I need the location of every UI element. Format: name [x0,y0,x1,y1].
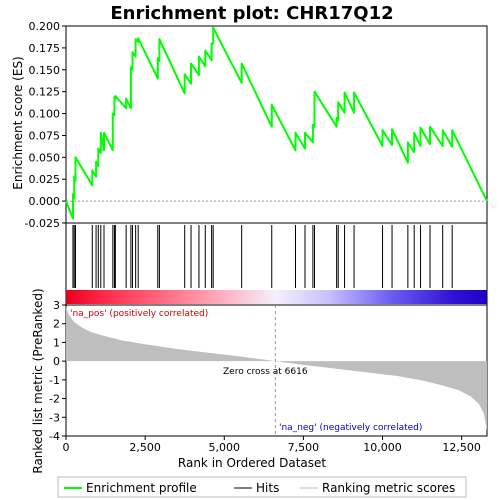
es-panel: -0.025 0.000 0.025 0.050 0.075 0.100 0.125 0.15… [25,20,488,230]
ranked-y-tick-label: -2 [49,393,60,406]
ranked-y-tick-label: 0 [53,355,60,368]
es-y-tick-label: 0.025 [29,173,61,186]
ranked-y-tick-label: -1 [49,374,60,387]
legend-box [57,476,467,498]
es-y-tick-label: 0.100 [29,108,61,121]
es-y-tick-label: 0.050 [29,151,61,164]
es-y-axis-label: Enrichment score (ES) [11,56,25,189]
x-tick-label: 2,500 [129,441,161,454]
x-tick-label: 10,000 [363,441,402,454]
ranked-y-tick-label: -3 [49,411,60,424]
x-tick-label: 12,500 [442,441,481,454]
legend-ranking-label: Ranking metric scores [322,481,455,495]
ranked-y-tick-label: -4 [49,430,60,443]
ranked-y-tick-label: 3 [53,299,60,312]
es-y-tick-label: -0.025 [25,217,60,230]
x-tick-label: 5,000 [209,441,241,454]
es-y-tick-label: 0.175 [29,42,61,55]
es-y-tick-label: 0.000 [29,195,61,208]
ranked-y-tick-label: 1 [53,336,60,349]
x-tick-label: 7,500 [288,441,320,454]
ranking-metric-area [66,306,487,431]
es-y-tick-label: 0.075 [29,129,61,142]
x-axis-label: Rank in Ordered Dataset [178,456,326,470]
legend: Enrichment profile Hits Ranking metric s… [57,476,467,498]
legend-hits-label: Hits [256,481,279,495]
legend-enrichment-label: Enrichment profile [86,481,197,495]
x-tick-label: 0 [63,441,70,454]
ranking-colorbar [66,290,487,304]
es-y-tick-label: 0.150 [29,64,61,77]
es-y-tick-label: 0.125 [29,86,61,99]
ranked-y-tick-label: 2 [53,318,60,331]
pos-correlated-label: 'na_pos' (positively correlated) [70,309,208,319]
es-y-tick-label: 0.200 [29,20,61,33]
neg-correlated-label: 'na_neg' (negatively correlated) [279,423,422,433]
ranked-y-axis-label: Ranked list metric (PreRanked) [31,288,45,473]
es-plot-frame [65,25,488,224]
zero-cross-label: Zero cross at 6616 [223,367,308,377]
hits-panel [65,222,488,306]
chart-title: Enrichment plot: CHR17Q12 [110,3,393,24]
enrichment-profile-line [65,26,488,220]
